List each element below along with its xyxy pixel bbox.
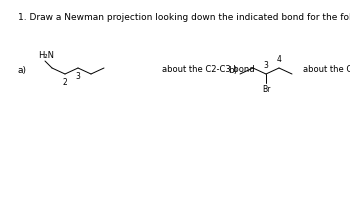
- Text: b): b): [228, 66, 237, 75]
- Text: about the C2-C3 bond: about the C2-C3 bond: [162, 66, 255, 75]
- Text: a): a): [18, 66, 27, 75]
- Text: Br: Br: [262, 85, 270, 94]
- Text: 2: 2: [63, 78, 67, 87]
- Text: 3: 3: [264, 61, 268, 70]
- Text: H₂N: H₂N: [38, 51, 54, 60]
- Text: 1. Draw a Newman projection looking down the indicated bond for the following mo: 1. Draw a Newman projection looking down…: [18, 13, 350, 22]
- Text: 4: 4: [276, 55, 281, 64]
- Text: about the C3-C4 bond: about the C3-C4 bond: [303, 66, 350, 75]
- Text: 3: 3: [76, 72, 80, 81]
